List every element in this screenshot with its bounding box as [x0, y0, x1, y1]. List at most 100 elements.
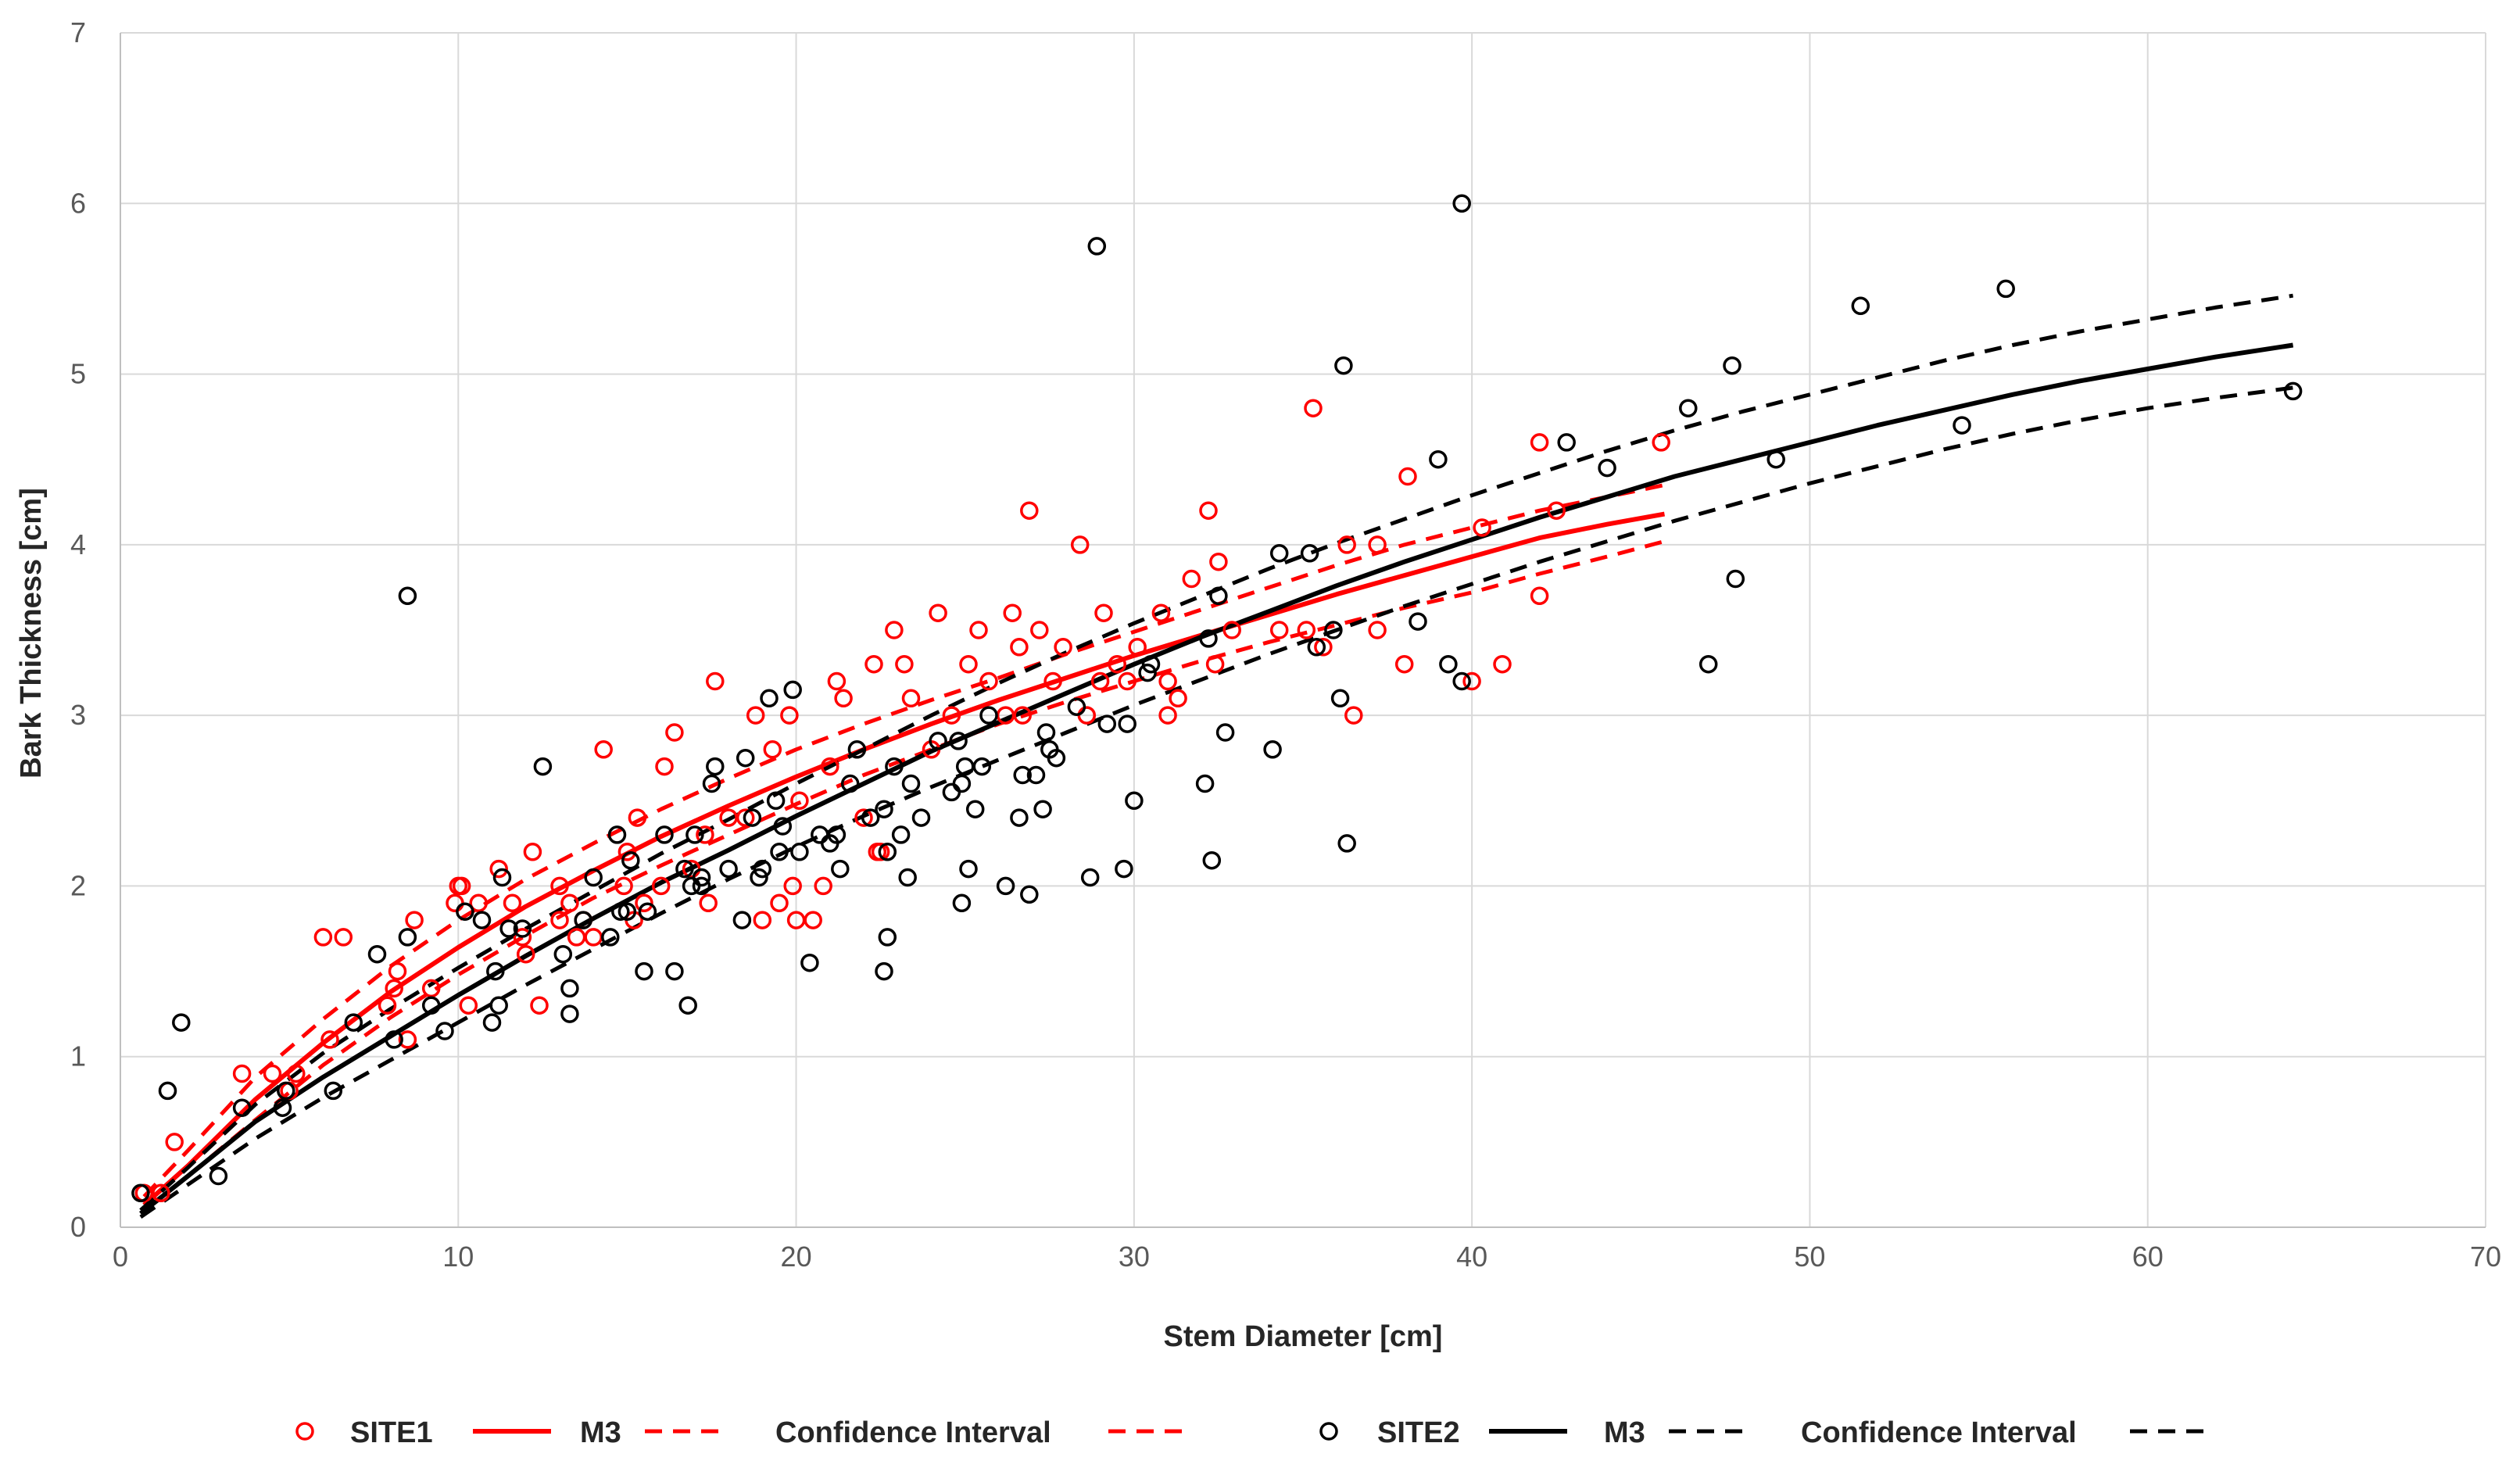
site2-point	[1452, 194, 1471, 213]
site2-point	[1996, 279, 2015, 299]
legend-label: Confidence Interval	[775, 1416, 1051, 1449]
site2-point	[1080, 868, 1100, 887]
site1-point	[895, 654, 914, 674]
site2-point	[584, 868, 603, 887]
site1-point	[942, 706, 961, 725]
site2-point	[1723, 356, 1741, 375]
site2-point	[1125, 791, 1144, 811]
site1-point	[979, 671, 998, 691]
site2-point	[875, 800, 893, 818]
site2-point	[277, 1081, 295, 1101]
x-tick-label: 10	[442, 1241, 474, 1273]
y-tick-label: 2	[70, 869, 86, 901]
site2-point	[773, 817, 793, 836]
site2-point	[1324, 621, 1343, 639]
site1-point	[814, 876, 832, 896]
site1-point	[1169, 689, 1187, 708]
legend-marker-circle	[295, 1422, 314, 1441]
site2-point	[732, 911, 752, 929]
site1-point	[1344, 706, 1363, 725]
site2-point	[861, 808, 880, 827]
legend-label: SITE2	[1377, 1416, 1460, 1449]
site2-point	[1851, 296, 1870, 316]
site2-point	[790, 843, 809, 861]
x-tick-label: 60	[2132, 1241, 2164, 1273]
site1-point	[1182, 569, 1201, 589]
site2-point	[1439, 654, 1458, 674]
site2-point	[172, 1013, 191, 1032]
site1-point	[1314, 638, 1333, 657]
site2-point	[685, 825, 704, 844]
site2-point	[952, 774, 972, 793]
site1-point	[790, 791, 809, 811]
site1-point	[1297, 621, 1316, 639]
site2-point	[972, 757, 992, 776]
site1-point	[1108, 654, 1126, 674]
site1-point	[827, 671, 847, 691]
site1-point	[1462, 671, 1481, 691]
site1-point	[516, 944, 535, 964]
confidence-interval-line-site2	[139, 385, 2293, 1219]
site1-point	[405, 911, 424, 929]
site1-point	[1530, 433, 1549, 452]
site2-point	[665, 961, 684, 981]
legend-label: M3	[580, 1416, 621, 1449]
x-axis-title: Stem Diameter [cm]	[1164, 1320, 1443, 1353]
site1-point	[594, 740, 613, 759]
site1-point	[1652, 433, 1670, 452]
site2-point	[1013, 765, 1032, 785]
legend-item: SITE1	[295, 1416, 433, 1449]
site1-point	[885, 621, 904, 639]
y-tick-label: 5	[70, 358, 86, 390]
site2-point	[885, 757, 904, 776]
site2-point	[553, 944, 573, 964]
site1-point	[1199, 501, 1218, 520]
site1-point	[550, 876, 569, 896]
site2-point	[783, 680, 802, 700]
site2-point	[750, 868, 768, 887]
site2-point	[692, 868, 711, 887]
site2-point	[1598, 458, 1616, 478]
y-tick-label: 7	[70, 16, 86, 48]
site1-point	[746, 706, 765, 725]
site1-point	[1394, 654, 1414, 674]
site1-point	[864, 654, 883, 674]
site1-point	[232, 1064, 252, 1083]
site1-point	[1118, 671, 1137, 691]
site2-point	[456, 902, 474, 921]
site2-point	[1726, 569, 1745, 589]
site2-point	[1334, 356, 1353, 375]
site1-point	[560, 893, 579, 913]
site2-point	[1557, 433, 1576, 452]
site2-point	[1429, 449, 1448, 469]
site1-point	[1222, 621, 1241, 639]
site1-point	[959, 654, 978, 674]
site1-point	[651, 876, 671, 896]
site2-point	[1452, 671, 1471, 691]
site1-point	[614, 876, 633, 896]
site2-point	[1115, 859, 1133, 879]
site2-point	[435, 1022, 454, 1040]
site1-point	[1398, 467, 1417, 486]
y-tick-label: 0	[70, 1211, 86, 1243]
site2-point	[1269, 544, 1289, 563]
site1-point	[628, 808, 647, 827]
site2-point	[901, 774, 921, 793]
site2-point	[398, 928, 417, 947]
site1-point	[1013, 706, 1032, 725]
site1-point	[459, 996, 478, 1015]
site1-point	[834, 689, 853, 708]
site2-point	[979, 706, 998, 725]
site2-point	[800, 953, 819, 972]
site1-point	[1547, 501, 1566, 520]
m3-fit-line-site1	[142, 511, 1666, 1207]
site1-point	[1094, 603, 1113, 622]
site2-point	[1138, 663, 1157, 682]
site1-point	[165, 1133, 184, 1151]
site2-point	[209, 1166, 228, 1186]
site1-point	[901, 689, 921, 708]
site2-point	[675, 859, 694, 879]
site2-point	[770, 843, 789, 861]
site1-point	[804, 911, 822, 929]
site1-point	[320, 1030, 339, 1049]
